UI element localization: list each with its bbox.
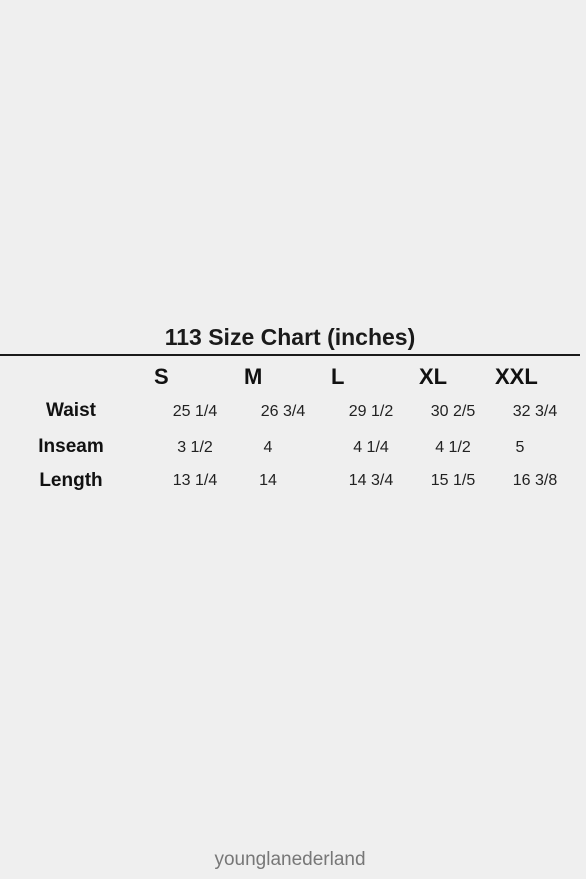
row-label-waist: Waist [46,400,96,421]
table-cell: 30 2/5 [430,403,476,420]
row-label-inseam: Inseam [38,436,104,457]
row-label-length: Length [39,470,103,491]
column-header-m: M [244,364,263,389]
column-header-xl: XL [419,364,448,389]
table-cell: 15 1/5 [430,472,476,489]
table-cell: 4 1/4 [353,439,389,456]
table-cell: 4 1/2 [435,439,471,456]
table-cell: 4 [263,439,273,456]
table-cell: 13 1/4 [172,472,218,489]
table-cell: 32 3/4 [512,403,558,420]
table-cell: 3 1/2 [177,439,213,456]
column-header-s: S [154,364,169,389]
table-cell: 14 3/4 [348,472,394,489]
table-cell: 25 1/4 [172,403,218,420]
size-chart-title: 113 Size Chart (inches) [164,324,416,350]
column-header-xxl: XXL [495,364,538,389]
watermark-text: younglanederland [214,849,366,870]
table-cell: 5 [515,439,525,456]
table-cell: 16 3/8 [512,472,558,489]
column-header-l: L [331,364,345,389]
table-cell: 29 1/2 [348,403,394,420]
table-cell: 14 [259,472,277,489]
table-cell: 26 3/4 [260,403,306,420]
title-divider [0,354,580,356]
